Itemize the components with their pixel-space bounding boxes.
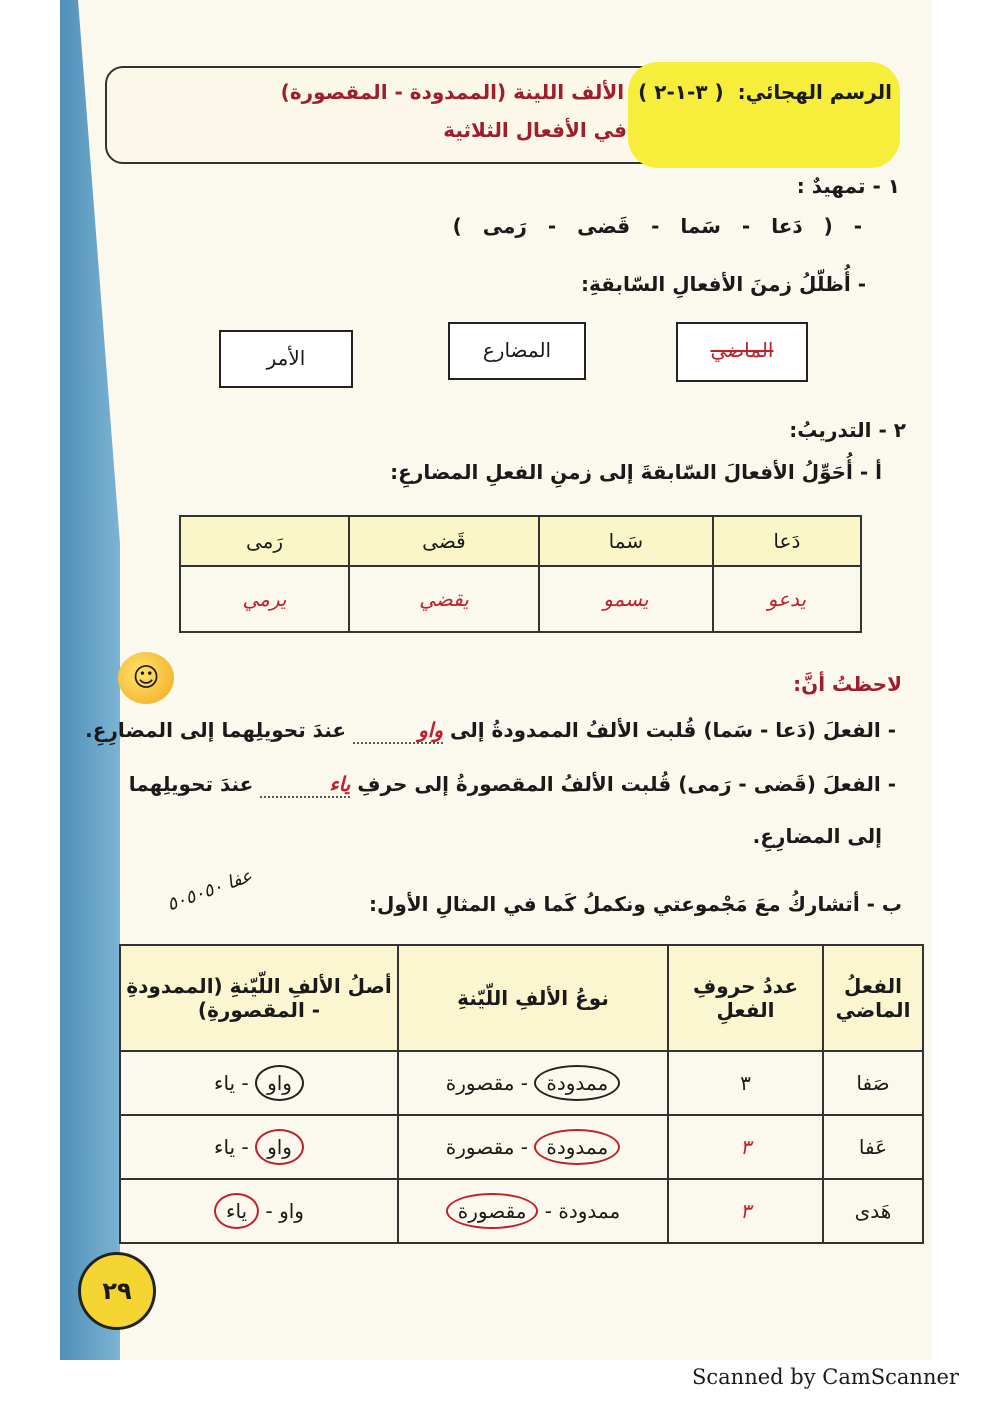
table-a-answer[interactable]: يدعو (711, 565, 863, 633)
note-line1-pre: - الفعلَ (دَعا - سَما) قُلبت الألفُ المم… (449, 718, 896, 742)
origin-option-circled[interactable]: واو (255, 1129, 304, 1165)
origin-option[interactable]: ياء (214, 1135, 236, 1159)
type-option-circled[interactable]: ممدودة (534, 1065, 621, 1101)
tense-box-present[interactable]: المضارع (448, 322, 586, 380)
table-b-header: نوعُ الألفِ اللّيّنةِ (397, 944, 669, 1052)
header-code: ( ٣-١-٢ ) (638, 80, 724, 104)
table-row: صَفا ٣ ممدودة - مقصورة واو - ياء (119, 1050, 924, 1116)
scanner-watermark: Scanned by CamScanner (692, 1365, 959, 1389)
verbs-list: - ( دَعا - سَما - قَضى - رَمى ) (452, 214, 862, 238)
table-a-answer[interactable]: يسمو (537, 565, 714, 633)
section1-heading: ١ - تمهيدٌ : (796, 174, 900, 198)
table-b-header: الفعلُ الماضي (822, 944, 924, 1052)
origin-option-circled[interactable]: ياء (214, 1193, 260, 1229)
note-line2-pre: - الفعلَ (قَضى - رَمى) قُلبت الألفُ المق… (357, 772, 896, 796)
verb: صَفا (822, 1050, 924, 1116)
type-option-circled[interactable]: ممدودة (534, 1129, 621, 1165)
header-highlight (628, 62, 900, 168)
table-a: دَعا سَما قَضى رَمى يدعو يسمو يقضي يرمي (179, 515, 863, 633)
note-line2-post: عندَ تحويلِهما (128, 772, 254, 796)
letter-count: ٣ (667, 1050, 824, 1116)
verb: عَفا (822, 1114, 924, 1180)
note-heading: لاحظتُ أنَّ: (793, 672, 902, 696)
table-a-answer[interactable]: يقضي (347, 565, 540, 633)
table-a-header: رَمى (179, 515, 350, 567)
note-line2-answer[interactable]: ياء (260, 772, 351, 798)
page-number: ٢٩ (78, 1252, 156, 1330)
instruction-b: ب - أتشاركُ معَ مَجْموعتي ونكملُ كَما في… (368, 892, 902, 916)
table-b-header: أصلُ الألفِ اللّيّنةِ (الممدودةِ - المقص… (119, 944, 399, 1052)
note-line3: إلى المضارِعِ. (752, 824, 882, 848)
origin-option[interactable]: ياء (214, 1071, 236, 1095)
table-row: عَفا ٣ ممدودة - مقصورة واو - ياء (119, 1114, 924, 1180)
header-row-2: في الأفعال الثلاثية (443, 116, 627, 144)
header-title-1: الألف اللينة (الممدودة - المقصورة) (280, 80, 625, 104)
header-title-2: في الأفعال الثلاثية (443, 118, 627, 142)
table-a-answer[interactable]: يرمي (179, 565, 350, 633)
origin-option-circled[interactable]: واو (255, 1065, 304, 1101)
verb: هَدى (822, 1178, 924, 1244)
type-option[interactable]: مقصورة (445, 1135, 515, 1159)
origin-option[interactable]: واو (279, 1199, 304, 1223)
section2-heading: ٢ - التدريبُ: (789, 418, 906, 442)
smiley-icon: ☺ (118, 652, 174, 704)
type-option-circled[interactable]: مقصورة (445, 1193, 539, 1229)
type-option[interactable]: ممدودة (558, 1199, 621, 1223)
table-b-header: عددُ حروفِ الفعلِ (667, 944, 824, 1052)
letter-count[interactable]: ٣ (667, 1178, 824, 1244)
note-line1-post: عندَ تحويلِهما إلى المضارِعِ. (85, 718, 347, 742)
table-row: هَدى ٣ ممدودة - مقصورة واو - ياء (119, 1178, 924, 1244)
instruction-a: أ - أُحَوِّلُ الأفعالَ السّابقةَ إلى زمن… (390, 460, 882, 484)
table-a-header: قَضى (347, 515, 540, 567)
header-row-1: الرسم الهجائي: ( ٣-١-٢ ) الألف اللينة (ا… (281, 78, 892, 106)
table-b: الفعلُ الماضي عددُ حروفِ الفعلِ نوعُ الأ… (119, 944, 924, 1244)
tense-box-imperative[interactable]: الأمر (219, 330, 353, 388)
tense-box-past[interactable]: الماضي (676, 322, 808, 382)
table-a-header: دَعا (711, 515, 863, 567)
table-a-header: سَما (537, 515, 714, 567)
header-label: الرسم الهجائي: (737, 80, 892, 104)
type-option[interactable]: مقصورة (445, 1071, 515, 1095)
note-line1-answer[interactable]: واو (353, 718, 444, 744)
letter-count[interactable]: ٣ (667, 1114, 824, 1180)
tense-instruction: - أُظلّلُ زمنَ الأفعالِ السّابقةِ: (580, 272, 866, 296)
